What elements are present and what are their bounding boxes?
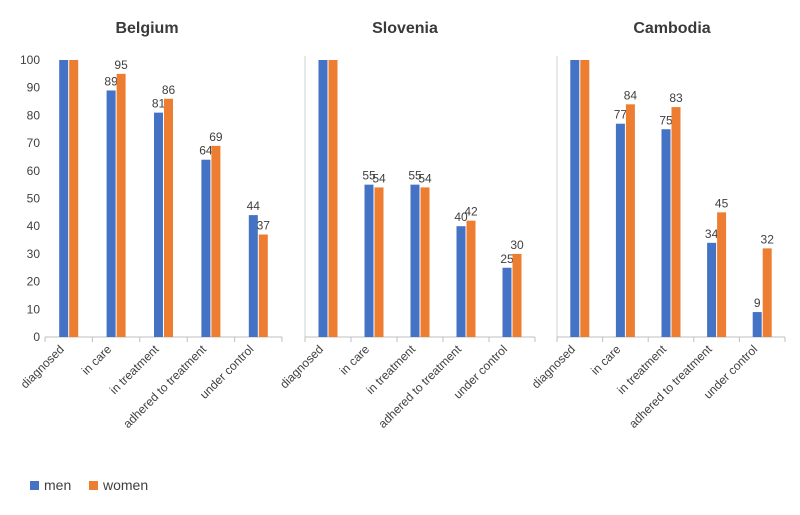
bar-women xyxy=(762,248,772,337)
category-label: adhered to treatment xyxy=(120,342,209,431)
chart-panel-belgium: Belgium 0 10 20 30 40 50 60 70 80 90 100 diagnosed 89… xyxy=(18,20,283,431)
data-label-men: 75 xyxy=(659,113,673,127)
data-label-men: 55 xyxy=(408,169,422,183)
data-label-men: 64 xyxy=(199,144,213,158)
bar-men xyxy=(661,129,671,337)
y-tick-label: 20 xyxy=(27,275,41,289)
bar-women xyxy=(717,212,727,337)
bar-women xyxy=(580,60,590,337)
category-label: adhered to treatment xyxy=(375,342,464,431)
bar-men xyxy=(410,184,420,337)
legend-label-men: men xyxy=(44,477,71,493)
y-tick-label: 50 xyxy=(27,192,41,206)
bar-men xyxy=(707,242,717,337)
data-label-men: 44 xyxy=(247,199,261,213)
category-label: diagnosed xyxy=(277,342,326,391)
y-tick-label: 40 xyxy=(27,219,41,233)
legend-swatch-women xyxy=(89,481,98,490)
data-label-women: 54 xyxy=(372,171,386,185)
data-label-women: 32 xyxy=(761,232,775,246)
bar-women xyxy=(211,145,221,337)
bar-men xyxy=(752,312,762,337)
bar-women xyxy=(420,187,430,337)
data-label-men: 81 xyxy=(152,97,166,111)
legend-swatch-men xyxy=(30,481,39,490)
data-label-women: 45 xyxy=(715,196,729,210)
bar-men xyxy=(201,159,211,337)
bar-women xyxy=(328,60,338,337)
category-label: diagnosed xyxy=(529,342,578,391)
bar-men xyxy=(502,267,512,337)
data-label-women: 42 xyxy=(464,205,478,219)
bar-women xyxy=(69,60,79,337)
bar-men xyxy=(248,215,258,337)
chart-title: Cambodia xyxy=(633,20,710,37)
data-label-men: 55 xyxy=(362,169,376,183)
y-tick-label: 60 xyxy=(27,164,41,178)
data-label-men: 40 xyxy=(454,210,468,224)
data-label-men: 25 xyxy=(500,252,514,266)
data-label-women: 30 xyxy=(510,238,524,252)
bar-women xyxy=(466,220,476,337)
data-label-women: 84 xyxy=(624,88,638,102)
bar-men xyxy=(59,60,69,337)
y-tick-label: 70 xyxy=(27,136,41,150)
data-label-women: 83 xyxy=(669,91,683,105)
bar-women xyxy=(512,253,522,337)
y-tick-label: 100 xyxy=(20,53,40,67)
data-label-men: 34 xyxy=(705,227,719,241)
bar-men xyxy=(456,226,466,337)
bar-men xyxy=(318,60,328,337)
category-label: in care xyxy=(588,342,624,378)
category-label: in care xyxy=(337,342,373,378)
y-tick-label: 80 xyxy=(27,108,41,122)
bar-men xyxy=(364,184,374,337)
bar-men xyxy=(615,123,625,338)
y-tick-label: 10 xyxy=(27,302,41,316)
bar-men xyxy=(154,112,163,337)
data-label-men: 9 xyxy=(754,296,761,310)
bar-men xyxy=(570,60,580,337)
category-label: diagnosed xyxy=(18,342,67,391)
category-label: in care xyxy=(79,342,115,378)
y-tick-label: 90 xyxy=(27,81,41,95)
bar-men xyxy=(106,90,116,337)
data-label-women: 86 xyxy=(162,83,176,97)
chart-title: Slovenia xyxy=(372,20,438,37)
legend: men women xyxy=(30,477,148,493)
y-tick-label: 30 xyxy=(27,247,41,261)
data-label-women: 37 xyxy=(257,219,271,233)
bar-women xyxy=(374,187,384,337)
data-label-women: 69 xyxy=(209,130,223,144)
data-label-men: 77 xyxy=(614,108,628,122)
bar-women xyxy=(164,98,173,337)
category-label: adhered to treatment xyxy=(626,342,715,431)
bar-women xyxy=(116,73,126,337)
bar-women xyxy=(258,234,268,337)
bar-women xyxy=(671,107,681,337)
chart-title: Belgium xyxy=(115,20,178,37)
legend-label-women: women xyxy=(102,477,148,493)
data-label-women: 95 xyxy=(114,58,128,72)
bar-women xyxy=(625,104,635,337)
data-label-men: 89 xyxy=(104,74,118,88)
data-label-women: 54 xyxy=(418,171,432,185)
y-tick-label: 0 xyxy=(33,330,40,344)
